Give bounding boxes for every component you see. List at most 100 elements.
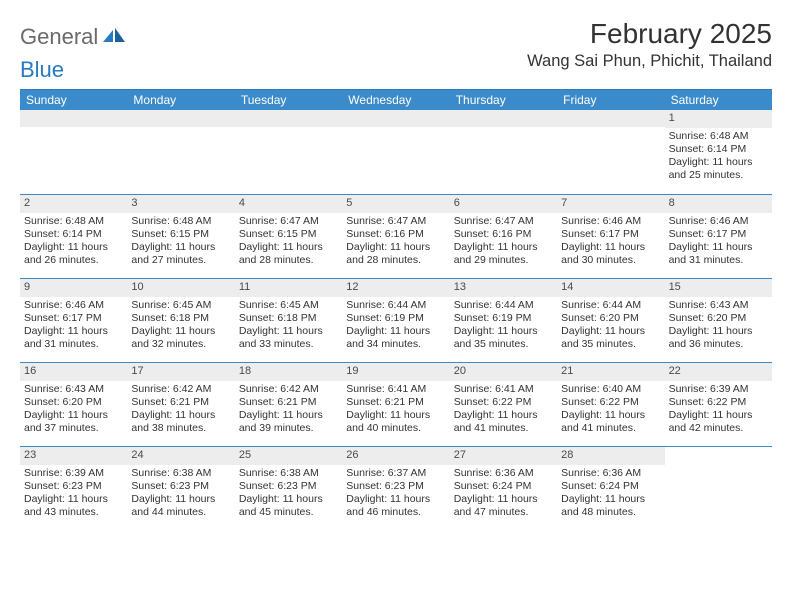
cell-body: Sunrise: 6:41 AMSunset: 6:22 PMDaylight:… xyxy=(450,381,557,440)
cell-line-sunrise: Sunrise: 6:42 AM xyxy=(239,383,338,396)
cell-line-sunset: Sunset: 6:20 PM xyxy=(669,312,768,325)
cell-line-dl1: Daylight: 11 hours xyxy=(561,241,660,254)
day-number: 25 xyxy=(235,447,342,465)
cell-body: Sunrise: 6:47 AMSunset: 6:15 PMDaylight:… xyxy=(235,213,342,272)
cell-line-sunrise: Sunrise: 6:48 AM xyxy=(24,215,123,228)
cell-body: Sunrise: 6:45 AMSunset: 6:18 PMDaylight:… xyxy=(127,297,234,356)
cell-line-sunset: Sunset: 6:14 PM xyxy=(669,143,768,156)
day-number: 8 xyxy=(665,195,772,213)
day-number: 20 xyxy=(450,363,557,381)
cell-body: Sunrise: 6:47 AMSunset: 6:16 PMDaylight:… xyxy=(342,213,449,272)
cell-line-dl1: Daylight: 11 hours xyxy=(561,409,660,422)
day-number: 12 xyxy=(342,279,449,297)
day-number: 5 xyxy=(342,195,449,213)
cell-body: Sunrise: 6:38 AMSunset: 6:23 PMDaylight:… xyxy=(127,465,234,524)
day-number: 9 xyxy=(20,279,127,297)
calendar-cell xyxy=(450,110,557,194)
cell-line-sunrise: Sunrise: 6:46 AM xyxy=(669,215,768,228)
cell-line-dl1: Daylight: 11 hours xyxy=(669,241,768,254)
cell-line-sunrise: Sunrise: 6:47 AM xyxy=(239,215,338,228)
calendar-cell: 5Sunrise: 6:47 AMSunset: 6:16 PMDaylight… xyxy=(342,194,449,278)
calendar-cell xyxy=(127,110,234,194)
cell-body: Sunrise: 6:39 AMSunset: 6:22 PMDaylight:… xyxy=(665,381,772,440)
cell-line-sunset: Sunset: 6:20 PM xyxy=(24,396,123,409)
cell-line-dl2: and 44 minutes. xyxy=(131,506,230,519)
cell-line-dl2: and 46 minutes. xyxy=(346,506,445,519)
cell-line-dl2: and 48 minutes. xyxy=(561,506,660,519)
calendar-cell xyxy=(20,110,127,194)
cell-line-dl1: Daylight: 11 hours xyxy=(669,409,768,422)
calendar-cell: 7Sunrise: 6:46 AMSunset: 6:17 PMDaylight… xyxy=(557,194,664,278)
cell-line-dl1: Daylight: 11 hours xyxy=(24,409,123,422)
cell-line-dl1: Daylight: 11 hours xyxy=(561,493,660,506)
day-number: 7 xyxy=(557,195,664,213)
cell-body: Sunrise: 6:42 AMSunset: 6:21 PMDaylight:… xyxy=(235,381,342,440)
calendar-cell: 16Sunrise: 6:43 AMSunset: 6:20 PMDayligh… xyxy=(20,362,127,446)
cell-line-dl1: Daylight: 11 hours xyxy=(454,325,553,338)
blank-daynum xyxy=(20,110,127,127)
cell-line-dl1: Daylight: 11 hours xyxy=(239,493,338,506)
calendar-cell: 22Sunrise: 6:39 AMSunset: 6:22 PMDayligh… xyxy=(665,362,772,446)
cell-line-dl1: Daylight: 11 hours xyxy=(346,241,445,254)
cell-line-dl1: Daylight: 11 hours xyxy=(239,409,338,422)
day-number: 27 xyxy=(450,447,557,465)
calendar-cell: 9Sunrise: 6:46 AMSunset: 6:17 PMDaylight… xyxy=(20,278,127,362)
cell-line-dl2: and 39 minutes. xyxy=(239,422,338,435)
cell-line-sunset: Sunset: 6:21 PM xyxy=(131,396,230,409)
brand-word-2: Blue xyxy=(20,57,64,83)
cell-line-sunset: Sunset: 6:19 PM xyxy=(454,312,553,325)
day-header: Wednesday xyxy=(342,90,449,110)
cell-body: Sunrise: 6:46 AMSunset: 6:17 PMDaylight:… xyxy=(665,213,772,272)
cell-line-dl2: and 35 minutes. xyxy=(454,338,553,351)
cell-line-dl2: and 31 minutes. xyxy=(669,254,768,267)
cell-line-dl2: and 38 minutes. xyxy=(131,422,230,435)
cell-line-sunrise: Sunrise: 6:48 AM xyxy=(669,130,768,143)
logo-sails-icon xyxy=(101,24,127,50)
calendar-cell: 1Sunrise: 6:48 AMSunset: 6:14 PMDaylight… xyxy=(665,110,772,194)
cell-line-sunset: Sunset: 6:15 PM xyxy=(239,228,338,241)
cell-line-dl1: Daylight: 11 hours xyxy=(454,241,553,254)
cell-line-sunrise: Sunrise: 6:43 AM xyxy=(24,383,123,396)
cell-line-sunrise: Sunrise: 6:44 AM xyxy=(454,299,553,312)
day-number: 23 xyxy=(20,447,127,465)
cell-line-sunrise: Sunrise: 6:44 AM xyxy=(561,299,660,312)
cell-line-sunset: Sunset: 6:23 PM xyxy=(346,480,445,493)
cell-body: Sunrise: 6:48 AMSunset: 6:14 PMDaylight:… xyxy=(665,128,772,187)
day-number: 1 xyxy=(665,110,772,128)
cell-body: Sunrise: 6:46 AMSunset: 6:17 PMDaylight:… xyxy=(557,213,664,272)
calendar-cell: 17Sunrise: 6:42 AMSunset: 6:21 PMDayligh… xyxy=(127,362,234,446)
cell-line-dl1: Daylight: 11 hours xyxy=(346,325,445,338)
cell-line-dl2: and 28 minutes. xyxy=(239,254,338,267)
calendar-cell xyxy=(342,110,449,194)
cell-body: Sunrise: 6:43 AMSunset: 6:20 PMDaylight:… xyxy=(665,297,772,356)
cell-body: Sunrise: 6:46 AMSunset: 6:17 PMDaylight:… xyxy=(20,297,127,356)
cell-body: Sunrise: 6:47 AMSunset: 6:16 PMDaylight:… xyxy=(450,213,557,272)
cell-line-dl1: Daylight: 11 hours xyxy=(131,241,230,254)
day-number: 13 xyxy=(450,279,557,297)
cell-line-sunrise: Sunrise: 6:36 AM xyxy=(454,467,553,480)
calendar-cell: 26Sunrise: 6:37 AMSunset: 6:23 PMDayligh… xyxy=(342,446,449,530)
cell-line-dl2: and 34 minutes. xyxy=(346,338,445,351)
day-number: 11 xyxy=(235,279,342,297)
cell-line-sunset: Sunset: 6:22 PM xyxy=(669,396,768,409)
cell-body: Sunrise: 6:43 AMSunset: 6:20 PMDaylight:… xyxy=(20,381,127,440)
day-number: 6 xyxy=(450,195,557,213)
cell-line-dl1: Daylight: 11 hours xyxy=(239,241,338,254)
cell-line-dl2: and 47 minutes. xyxy=(454,506,553,519)
calendar-cell: 6Sunrise: 6:47 AMSunset: 6:16 PMDaylight… xyxy=(450,194,557,278)
cell-line-dl2: and 33 minutes. xyxy=(239,338,338,351)
cell-line-sunset: Sunset: 6:23 PM xyxy=(239,480,338,493)
cell-line-sunset: Sunset: 6:22 PM xyxy=(561,396,660,409)
cell-line-dl2: and 27 minutes. xyxy=(131,254,230,267)
day-header: Saturday xyxy=(665,90,772,110)
cell-body: Sunrise: 6:36 AMSunset: 6:24 PMDaylight:… xyxy=(450,465,557,524)
day-number: 3 xyxy=(127,195,234,213)
cell-body: Sunrise: 6:44 AMSunset: 6:20 PMDaylight:… xyxy=(557,297,664,356)
calendar-cell: 13 Sunrise: 6:44 AMSunset: 6:19 PMDayligh… xyxy=(450,278,557,362)
cell-line-sunrise: Sunrise: 6:44 AM xyxy=(346,299,445,312)
cell-line-sunrise: Sunrise: 6:41 AM xyxy=(454,383,553,396)
blank-daynum xyxy=(127,110,234,127)
cell-body: Sunrise: 6:36 AMSunset: 6:24 PMDaylight:… xyxy=(557,465,664,524)
calendar-cell: 4Sunrise: 6:47 AMSunset: 6:15 PMDaylight… xyxy=(235,194,342,278)
cell-line-dl2: and 32 minutes. xyxy=(131,338,230,351)
